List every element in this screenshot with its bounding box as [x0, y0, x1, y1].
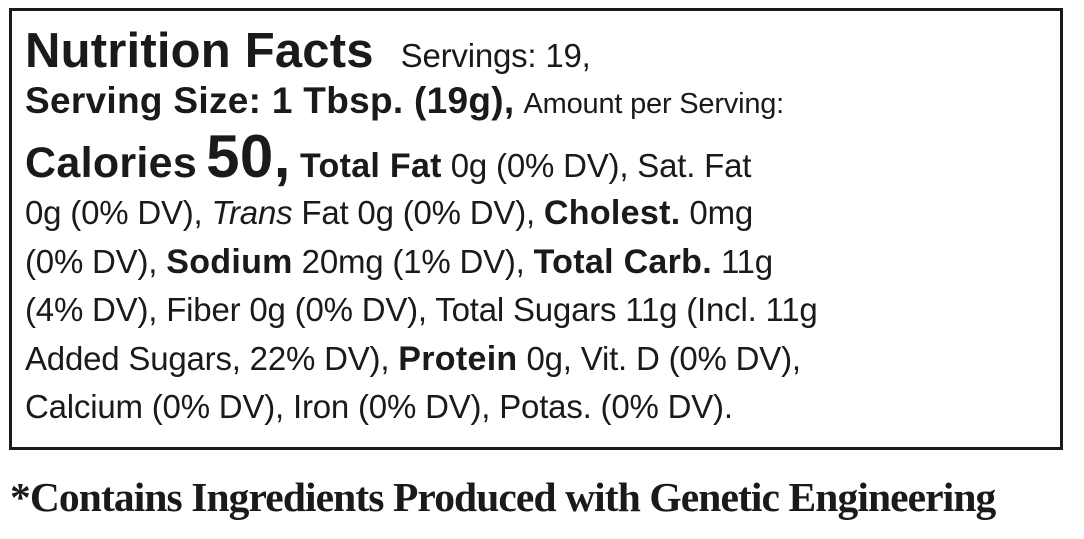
cholesterol-label: Cholest.: [543, 194, 681, 232]
label-row-serving: Serving Size: 1 Tbsp. (19g), Amount per …: [25, 77, 1060, 127]
trans-label: Trans: [211, 194, 293, 231]
added-sugars-line: Added Sugars, 22% DV),: [25, 339, 390, 377]
total-fat-label: Total Fat: [299, 147, 442, 185]
label-row-title: Nutrition Facts Servings: 19,: [25, 21, 1060, 78]
cholesterol-value: 0mg: [689, 194, 754, 231]
total-fat-value: 0g (0% DV), Sat. Fat: [450, 147, 752, 184]
label-row-minerals: Calcium (0% DV), Iron (0% DV), Potas. (0…: [25, 383, 1060, 432]
label-row-calories: Calories 50, Total Fat 0g (0% DV), Sat. …: [25, 127, 1060, 189]
calories-value: 50,: [206, 123, 291, 190]
label-row-sodium: (0% DV), Sodium 20mg (1% DV), Total Carb…: [25, 238, 1060, 287]
label-row-sugars: (4% DV), Fiber 0g (0% DV), Total Sugars …: [25, 286, 1060, 335]
label-row-protein: Added Sugars, 22% DV), Protein 0g, Vit. …: [25, 335, 1060, 384]
protein-value: 0g, Vit. D (0% DV),: [526, 339, 801, 377]
fiber-sugars-line: (4% DV), Fiber 0g (0% DV), Total Sugars …: [25, 291, 818, 328]
trans-fat-value: Fat 0g (0% DV),: [301, 194, 535, 231]
sodium-label: Sodium: [166, 242, 293, 281]
nutrition-facts-title: Nutrition Facts: [25, 24, 374, 78]
protein-label: Protein: [398, 339, 518, 378]
sat-fat-value: 0g (0% DV),: [25, 194, 203, 231]
total-carb-label: Total Carb.: [533, 242, 712, 281]
amount-per-serving: Amount per Serving:: [523, 88, 785, 120]
ge-footnote: *Contains Ingredients Produced with Gene…: [10, 474, 996, 520]
total-carb-value: 11g: [720, 242, 773, 280]
servings-count: Servings: 19,: [400, 37, 591, 74]
serving-size: Serving Size: 1 Tbsp. (19g),: [25, 80, 515, 121]
cholesterol-dv: (0% DV),: [25, 242, 158, 280]
nutrition-facts-panel: Nutrition Facts Servings: 19, Serving Si…: [9, 8, 1063, 450]
minerals-line: Calcium (0% DV), Iron (0% DV), Potas. (0…: [25, 388, 733, 425]
label-row-trans-fat: 0g (0% DV), Trans Fat 0g (0% DV), Choles…: [25, 189, 1060, 238]
calories-label: Calories: [25, 139, 198, 187]
sodium-value: 20mg (1% DV),: [301, 242, 525, 280]
